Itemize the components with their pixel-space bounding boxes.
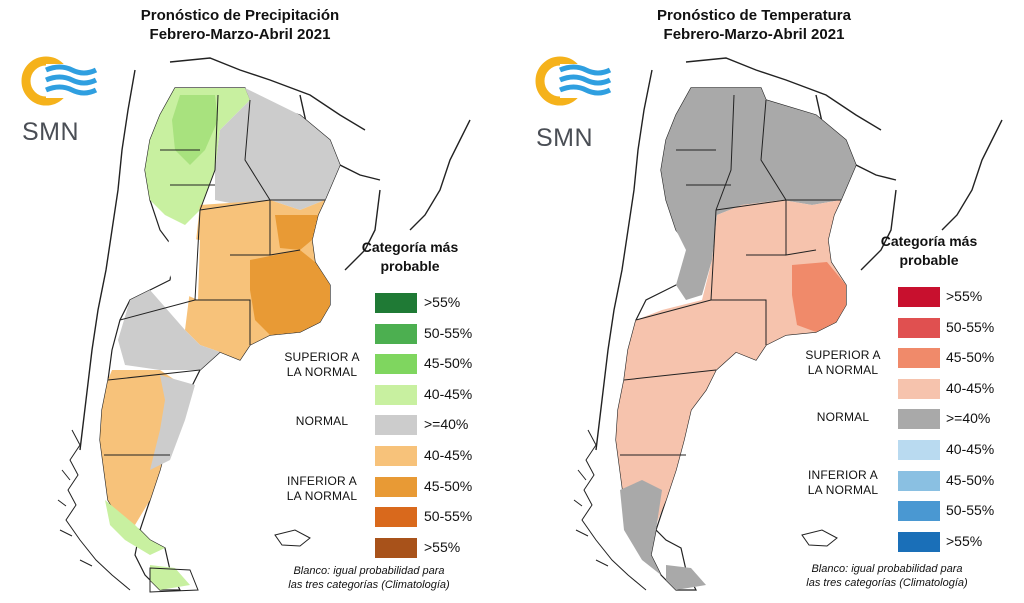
legend-label: >55% — [424, 538, 461, 555]
category-superior: SUPERIOR A LA NORMAL — [272, 350, 372, 380]
legend-swatch — [898, 531, 940, 552]
category-inferior: INFERIOR A LA NORMAL — [793, 468, 893, 498]
category-normal: NORMAL — [295, 414, 349, 428]
legend-swatch — [898, 378, 940, 399]
category-normal: NORMAL — [816, 410, 870, 424]
category-superior-line-2: LA NORMAL — [807, 363, 879, 377]
footnote-line-2: las tres categorías (Climatología) — [288, 579, 450, 591]
precip-patagonia-gray — [150, 375, 195, 470]
temperature-map — [573, 57, 1003, 591]
islands — [801, 529, 838, 547]
category-inferior-line-1: INFERIOR A — [807, 468, 878, 482]
legend-title: Categoría más probable — [864, 232, 994, 270]
footnote-line-1: Blanco: igual probabilidad para — [811, 563, 963, 575]
legend-label: 40-45% — [424, 447, 473, 463]
category-superior: SUPERIOR A LA NORMAL — [793, 348, 893, 378]
legend-label: 50-55% — [424, 324, 473, 341]
temp-ba-salmon — [792, 262, 846, 332]
title-line-2: Febrero-Marzo-Abril 2021 — [149, 26, 331, 43]
footnote-line-2: las tres categorías (Climatología) — [806, 577, 968, 589]
legend-label: >55% — [946, 288, 983, 304]
footnote-line-1: Blanco: igual probabilidad para — [293, 565, 445, 577]
temperature-title: Pronóstico de Temperatura Febrero-Marzo-… — [594, 6, 914, 44]
footnote: Blanco: igual probabilidad para las tres… — [244, 564, 494, 592]
logo-text: SMN — [536, 124, 594, 152]
precip-south-green — [105, 500, 165, 555]
precip-white-gap — [165, 235, 200, 300]
legend-swatch — [898, 409, 940, 430]
legend-label: 45-50% — [946, 349, 995, 366]
temperature-panel: Pronóstico de Temperatura Febrero-Marzo-… — [512, 0, 1024, 603]
legend-title-line-2: probable — [380, 258, 440, 274]
legend-label: >=40% — [946, 410, 991, 427]
category-superior-line-1: SUPERIOR A — [805, 348, 881, 362]
legend-label: 45-50% — [946, 471, 995, 488]
legend-swatch — [375, 476, 417, 497]
province-borders — [620, 94, 841, 456]
precipitation-title: Pronóstico de Precipitación Febrero-Marz… — [80, 6, 400, 44]
chile-coast-islands — [573, 429, 647, 591]
temp-south-gray — [620, 480, 662, 575]
legend-label: 50-55% — [946, 502, 995, 519]
category-superior-line-2: LA NORMAL — [286, 365, 358, 379]
legend-title-line-1: Categoría más — [361, 239, 459, 255]
title-line-2: Febrero-Marzo-Abril 2021 — [663, 26, 845, 43]
legend-swatch — [898, 348, 940, 369]
legend-label: 50-55% — [424, 508, 473, 525]
legend-swatch — [375, 507, 417, 528]
province-borders — [104, 94, 325, 456]
precipitation-map — [57, 57, 471, 593]
legend-swatch — [375, 415, 417, 436]
legend-swatch — [898, 470, 940, 491]
legend-swatch — [375, 323, 417, 344]
chile-coast-islands — [57, 429, 131, 591]
legend-swatch — [375, 537, 417, 558]
legend-swatch — [898, 317, 940, 338]
legend-swatch — [898, 501, 940, 522]
smn-logo-icon — [21, 56, 98, 106]
legend-label: >55% — [946, 532, 983, 549]
precip-ne-gray — [215, 88, 340, 210]
legend-title-line-1: Categoría más — [880, 233, 978, 249]
legend-swatch — [375, 446, 417, 466]
temp-center-pink — [616, 200, 846, 525]
islands — [149, 529, 311, 593]
title-line-1: Pronóstico de Precipitación — [140, 7, 340, 24]
category-inferior-line-1: INFERIOR A — [286, 474, 357, 488]
legend-swatch — [898, 287, 940, 307]
legend-label: 40-45% — [424, 385, 473, 402]
legend-label: >55% — [424, 294, 461, 310]
precip-tdf-green — [150, 565, 190, 590]
legend-label: 45-50% — [424, 477, 473, 494]
precip-north-green-dark — [172, 95, 218, 165]
legend-swatch — [375, 384, 417, 405]
category-inferior-line-2: LA NORMAL — [286, 489, 358, 503]
title-line-1: Pronóstico de Temperatura — [657, 7, 851, 24]
legend-label: 50-55% — [946, 318, 995, 335]
legend-title-line-2: probable — [899, 252, 959, 268]
legend-swatch — [375, 293, 417, 313]
legend-label: >=40% — [424, 416, 469, 433]
precipitation-panel: Pronóstico de Precipitación Febrero-Marz… — [21, 6, 494, 593]
category-inferior: INFERIOR A LA NORMAL — [272, 474, 372, 504]
temp-north-gray — [661, 88, 856, 300]
precip-ba-orange-dark — [250, 250, 330, 335]
legend-title: Categoría más probable — [345, 238, 475, 276]
temp-tdf-gray — [666, 565, 706, 590]
smn-logo-icon — [535, 56, 612, 106]
legend-swatch — [898, 440, 940, 460]
logo-text: SMN — [22, 118, 80, 146]
legend-swatch — [375, 354, 417, 375]
legend-label: 40-45% — [946, 379, 995, 396]
legend-label: 45-50% — [424, 355, 473, 372]
footnote: Blanco: igual probabilidad para las tres… — [762, 562, 1012, 590]
temp-fills — [616, 88, 856, 590]
category-inferior-line-2: LA NORMAL — [807, 483, 879, 497]
precip-er-orange-dark — [275, 215, 318, 250]
legend-label: 40-45% — [946, 441, 995, 457]
precip-center-gray — [118, 290, 220, 370]
category-superior-line-1: SUPERIOR A — [284, 350, 360, 364]
precip-fills — [100, 88, 340, 590]
